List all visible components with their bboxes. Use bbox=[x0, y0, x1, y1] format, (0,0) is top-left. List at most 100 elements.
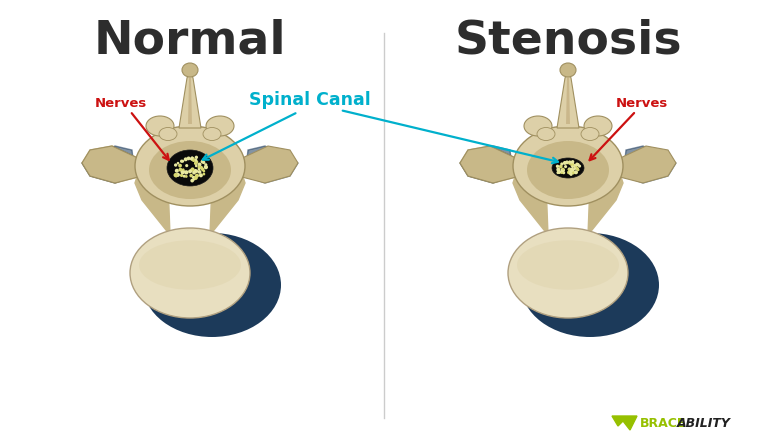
Ellipse shape bbox=[146, 116, 174, 136]
Polygon shape bbox=[179, 70, 201, 128]
Ellipse shape bbox=[513, 126, 623, 206]
Circle shape bbox=[560, 162, 564, 166]
Circle shape bbox=[190, 174, 193, 177]
Circle shape bbox=[571, 163, 574, 166]
Circle shape bbox=[190, 168, 194, 171]
Circle shape bbox=[577, 168, 580, 171]
Circle shape bbox=[197, 170, 201, 174]
Circle shape bbox=[204, 165, 208, 169]
Circle shape bbox=[565, 160, 569, 164]
Circle shape bbox=[576, 163, 580, 167]
Circle shape bbox=[578, 164, 581, 168]
Circle shape bbox=[571, 164, 574, 167]
Circle shape bbox=[188, 169, 192, 173]
Circle shape bbox=[557, 170, 561, 174]
Circle shape bbox=[204, 163, 207, 166]
Circle shape bbox=[561, 168, 564, 170]
Ellipse shape bbox=[159, 128, 177, 141]
Circle shape bbox=[569, 169, 573, 172]
Circle shape bbox=[575, 167, 579, 171]
Circle shape bbox=[197, 168, 200, 171]
Circle shape bbox=[200, 166, 203, 169]
Circle shape bbox=[175, 174, 177, 177]
Circle shape bbox=[201, 168, 204, 171]
Circle shape bbox=[194, 161, 197, 165]
Ellipse shape bbox=[203, 128, 221, 141]
Polygon shape bbox=[612, 416, 637, 430]
Ellipse shape bbox=[508, 228, 628, 318]
Circle shape bbox=[195, 155, 198, 159]
Circle shape bbox=[195, 170, 198, 173]
Ellipse shape bbox=[167, 150, 213, 186]
Circle shape bbox=[185, 175, 187, 178]
Circle shape bbox=[174, 173, 178, 177]
Circle shape bbox=[570, 168, 574, 171]
Circle shape bbox=[176, 173, 180, 177]
Ellipse shape bbox=[560, 63, 576, 77]
Circle shape bbox=[190, 157, 193, 160]
Ellipse shape bbox=[130, 228, 250, 318]
Circle shape bbox=[571, 170, 575, 175]
Circle shape bbox=[180, 159, 184, 163]
Circle shape bbox=[174, 164, 177, 167]
Circle shape bbox=[569, 172, 572, 175]
Circle shape bbox=[185, 164, 188, 167]
Polygon shape bbox=[82, 146, 142, 183]
Circle shape bbox=[183, 175, 186, 178]
Circle shape bbox=[563, 161, 567, 165]
Circle shape bbox=[557, 171, 559, 174]
Polygon shape bbox=[82, 146, 135, 183]
Ellipse shape bbox=[135, 126, 245, 206]
Circle shape bbox=[568, 168, 571, 171]
Ellipse shape bbox=[584, 116, 612, 136]
Polygon shape bbox=[188, 78, 192, 124]
Circle shape bbox=[177, 162, 180, 164]
Polygon shape bbox=[460, 146, 520, 183]
Circle shape bbox=[574, 170, 578, 174]
Text: Spinal Canal: Spinal Canal bbox=[249, 91, 371, 109]
Circle shape bbox=[195, 174, 199, 178]
Circle shape bbox=[180, 174, 184, 177]
Circle shape bbox=[567, 171, 571, 174]
Text: BRACE: BRACE bbox=[640, 417, 687, 430]
Circle shape bbox=[568, 168, 571, 171]
Circle shape bbox=[574, 166, 578, 169]
Ellipse shape bbox=[182, 63, 198, 77]
Polygon shape bbox=[210, 168, 245, 235]
Circle shape bbox=[182, 168, 184, 171]
Circle shape bbox=[575, 163, 579, 166]
Circle shape bbox=[202, 161, 205, 164]
Text: Nerves: Nerves bbox=[616, 96, 668, 109]
Circle shape bbox=[181, 160, 184, 163]
Circle shape bbox=[190, 179, 194, 182]
Circle shape bbox=[197, 163, 201, 167]
Polygon shape bbox=[460, 146, 513, 183]
Text: Nerves: Nerves bbox=[95, 96, 147, 109]
Ellipse shape bbox=[537, 128, 555, 141]
Circle shape bbox=[573, 164, 577, 168]
Circle shape bbox=[564, 165, 567, 168]
Polygon shape bbox=[616, 146, 676, 183]
Polygon shape bbox=[566, 78, 570, 124]
Ellipse shape bbox=[149, 141, 231, 199]
Circle shape bbox=[200, 160, 204, 164]
Circle shape bbox=[568, 160, 571, 164]
Circle shape bbox=[560, 171, 564, 174]
Circle shape bbox=[203, 172, 205, 176]
Polygon shape bbox=[460, 146, 520, 183]
Circle shape bbox=[194, 169, 197, 172]
Circle shape bbox=[571, 162, 574, 165]
Circle shape bbox=[178, 164, 182, 168]
Circle shape bbox=[571, 160, 574, 164]
Circle shape bbox=[175, 169, 179, 173]
Circle shape bbox=[192, 176, 195, 179]
Circle shape bbox=[193, 178, 196, 181]
Text: Normal: Normal bbox=[94, 18, 286, 63]
Circle shape bbox=[195, 160, 198, 164]
Circle shape bbox=[192, 159, 195, 162]
Polygon shape bbox=[245, 146, 298, 183]
Circle shape bbox=[178, 168, 182, 172]
Polygon shape bbox=[82, 146, 142, 183]
Circle shape bbox=[568, 161, 572, 165]
Circle shape bbox=[194, 176, 198, 180]
